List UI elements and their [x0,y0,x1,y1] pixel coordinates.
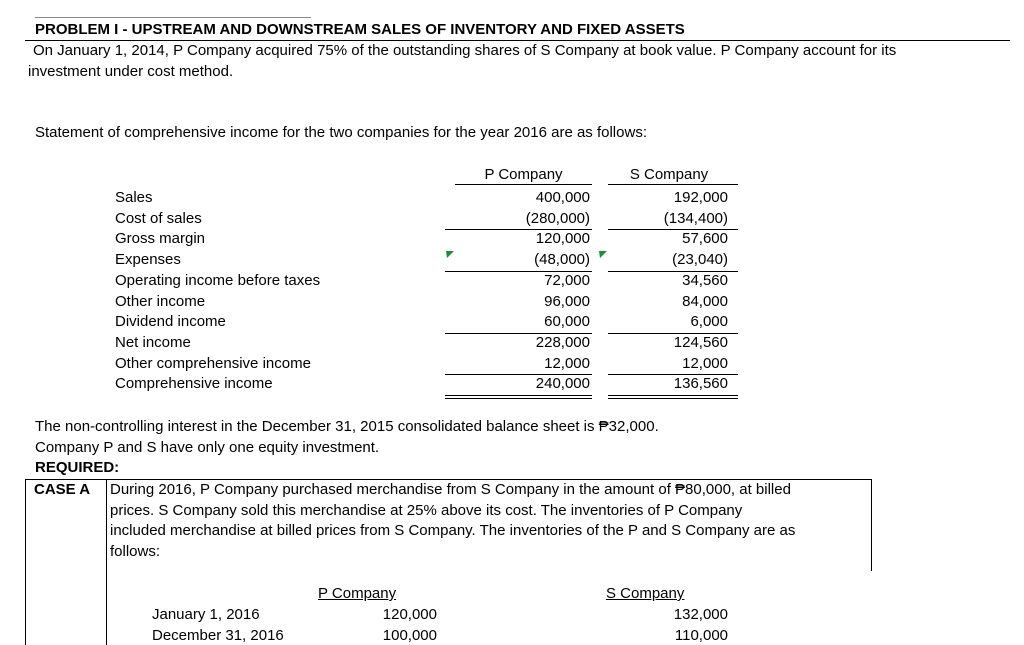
s-value: 136,560 [673,375,728,393]
row-label: Other comprehensive income [115,354,311,372]
note: Company P and S have only one equity inv… [35,439,380,456]
column-header: S Company [606,585,685,602]
underline [445,229,592,230]
row-label: Other income [115,292,206,310]
p-value: 96,000 [544,292,590,310]
case-line: follows: [110,542,161,560]
p-value: 60,000 [544,313,590,331]
p-value: 228,000 [535,333,590,351]
underline [445,333,592,334]
p-value: 120,000 [382,606,437,623]
underline [445,395,592,396]
column-header: S Company [629,166,709,183]
row-label: Sales [115,189,153,206]
s-value: (134,400) [663,209,728,227]
s-value: 110,000 [674,627,728,644]
s-value: 57,600 [682,230,728,248]
s-value: 12,000 [682,354,728,372]
row-label: January 1, 2016 [152,606,260,623]
underline [445,398,592,399]
row-label: Net income [115,333,191,351]
row-label: Expenses [115,251,181,269]
row-label: Comprehensive income [115,375,273,393]
box-border [106,479,107,645]
underline [608,333,738,334]
note: The non-controlling interest in the Dece… [35,418,659,435]
underline [608,398,738,399]
row-label: December 31, 2016 [152,627,284,644]
p-value: 100,000 [382,627,437,644]
underline [608,374,738,375]
underline [455,184,592,185]
column-header: P Company [484,166,563,183]
s-value: 132,000 [673,606,728,623]
row-label: Gross margin [115,230,206,248]
case-line: During 2016, P Company purchased merchan… [110,481,791,498]
intro-line: investment under cost method. [28,63,234,80]
case-line: prices. S Company sold this merchandise … [110,501,743,519]
underline [608,271,738,272]
statement-heading: Statement of comprehensive income for th… [35,124,647,141]
p-value: 72,000 [544,271,590,289]
s-value: (23,040) [672,251,728,269]
underline [608,229,738,230]
required-label: REQUIRED: [35,459,120,476]
p-value: 240,000 [535,375,590,393]
s-value: 84,000 [682,292,728,310]
s-value: 124,560 [673,333,728,351]
box-border [871,479,872,571]
s-value: 34,560 [682,271,728,289]
p-value: 400,000 [535,189,590,206]
column-header: P Company [318,585,397,602]
s-value: 6,000 [690,313,728,331]
box-border [25,479,26,645]
p-value: (280,000) [525,209,590,227]
box-border [25,479,872,480]
s-value: 192,000 [673,189,728,206]
p-value: 12,000 [544,354,590,372]
row-label: Dividend income [115,313,226,331]
title: PROBLEM I - UPSTREAM AND DOWNSTREAM SALE… [35,21,685,38]
underline [445,271,592,272]
intro-line: On January 1, 2014, P Company acquired 7… [33,42,897,59]
p-value: 120,000 [535,230,590,248]
row-label: Cost of sales [115,209,202,227]
p-value: (48,000) [534,251,590,269]
underline [445,374,592,375]
cell-marker [599,251,607,258]
case-line: included merchandise at billed prices fr… [110,522,796,539]
case-label: CASE A [34,481,91,498]
rule [35,17,311,18]
rule [25,40,1010,41]
row-label: Operating income before taxes [115,271,321,289]
cell-marker [446,251,454,258]
underline [608,395,738,396]
underline [608,184,738,185]
